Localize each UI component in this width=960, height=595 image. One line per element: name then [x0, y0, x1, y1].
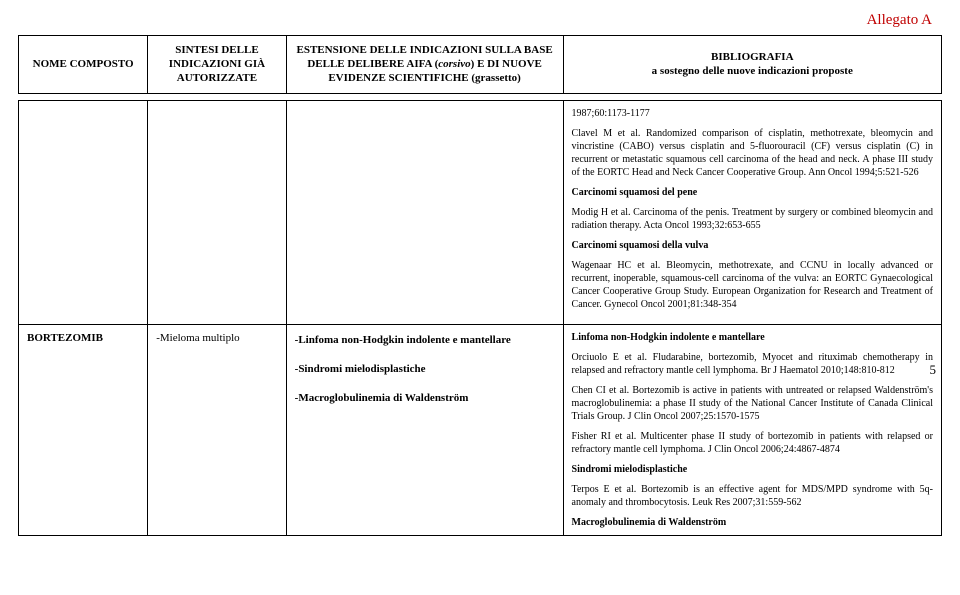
bib-ref: Wagenaar HC et al. Bleomycin, methotrexa…	[572, 259, 933, 311]
body-table: 1987;60:1173-1177 Clavel M et al. Random…	[18, 100, 942, 536]
cell-ext: -Linfoma non-Hodgkin indolente e mantell…	[286, 325, 563, 536]
bib-ref: Terpos E et al. Bortezomib is an effecti…	[572, 483, 933, 509]
header-table: NOME COMPOSTO SINTESI DELLE INDICAZIONI …	[18, 35, 942, 94]
bib-heading-pene: Carcinomi squamosi del pene	[572, 186, 933, 199]
bib-heading-vulva: Carcinomi squamosi della vulva	[572, 239, 933, 252]
bib-heading-macroglob: Macroglobulinemia di Waldenström	[572, 516, 933, 529]
bib-heading-linfoma: Linfoma non-Hodgkin indolente e mantella…	[572, 331, 933, 344]
bib-ref: Fisher RI et al. Multicenter phase II st…	[572, 430, 933, 456]
cell-sintesi-prev	[148, 101, 286, 325]
table-row: BORTEZOMIB -Mieloma multiplo -Linfoma no…	[19, 325, 942, 536]
cell-compound-prev	[19, 101, 148, 325]
header-c3-b: a sostegno delle nuove indicazioni propo…	[570, 65, 935, 79]
header-col-1: SINTESI DELLE INDICAZIONI GIÀ AUTORIZZAT…	[148, 36, 286, 94]
bib-ref: Clavel M et al. Randomized comparison of…	[572, 127, 933, 179]
header-c2-italic: corsivo	[438, 58, 470, 70]
cell-bib: Linfoma non-Hodgkin indolente e mantella…	[563, 325, 941, 536]
ext-item-1: -Linfoma non-Hodgkin indolente e mantell…	[295, 331, 555, 350]
cell-ext-prev	[286, 101, 563, 325]
header-col-0: NOME COMPOSTO	[19, 36, 148, 94]
allegato-label: Allegato A	[18, 12, 932, 29]
bib-ref: Chen CI et al. Bortezomib is active in p…	[572, 384, 933, 423]
bib-ref: Orciuolo E et al. Fludarabine, bortezomi…	[572, 351, 933, 377]
bib-ref-intro: 1987;60:1173-1177	[572, 107, 933, 120]
sintesi-text: -Mieloma multiplo	[156, 332, 239, 344]
cell-sintesi: -Mieloma multiplo	[148, 325, 286, 536]
compound-name: BORTEZOMIB	[27, 332, 103, 344]
table-row: 1987;60:1173-1177 Clavel M et al. Random…	[19, 101, 942, 325]
header-col-2: ESTENSIONE DELLE INDICAZIONI SULLA BASE …	[286, 36, 563, 94]
bib-heading-sindromi: Sindromi mielodisplastiche	[572, 463, 933, 476]
ext-item-3: -Macroglobulinemia di Waldenström	[295, 389, 555, 408]
cell-bib-prev: 1987;60:1173-1177 Clavel M et al. Random…	[563, 101, 941, 325]
cell-compound: BORTEZOMIB	[19, 325, 148, 536]
header-col-3: BIBLIOGRAFIA a sostegno delle nuove indi…	[563, 36, 941, 94]
header-c3-a: BIBLIOGRAFIA	[570, 51, 935, 65]
ext-item-2: -Sindromi mielodisplastiche	[295, 360, 555, 379]
page-number: 5	[930, 362, 937, 378]
bib-ref: Modig H et al. Carcinoma of the penis. T…	[572, 206, 933, 232]
